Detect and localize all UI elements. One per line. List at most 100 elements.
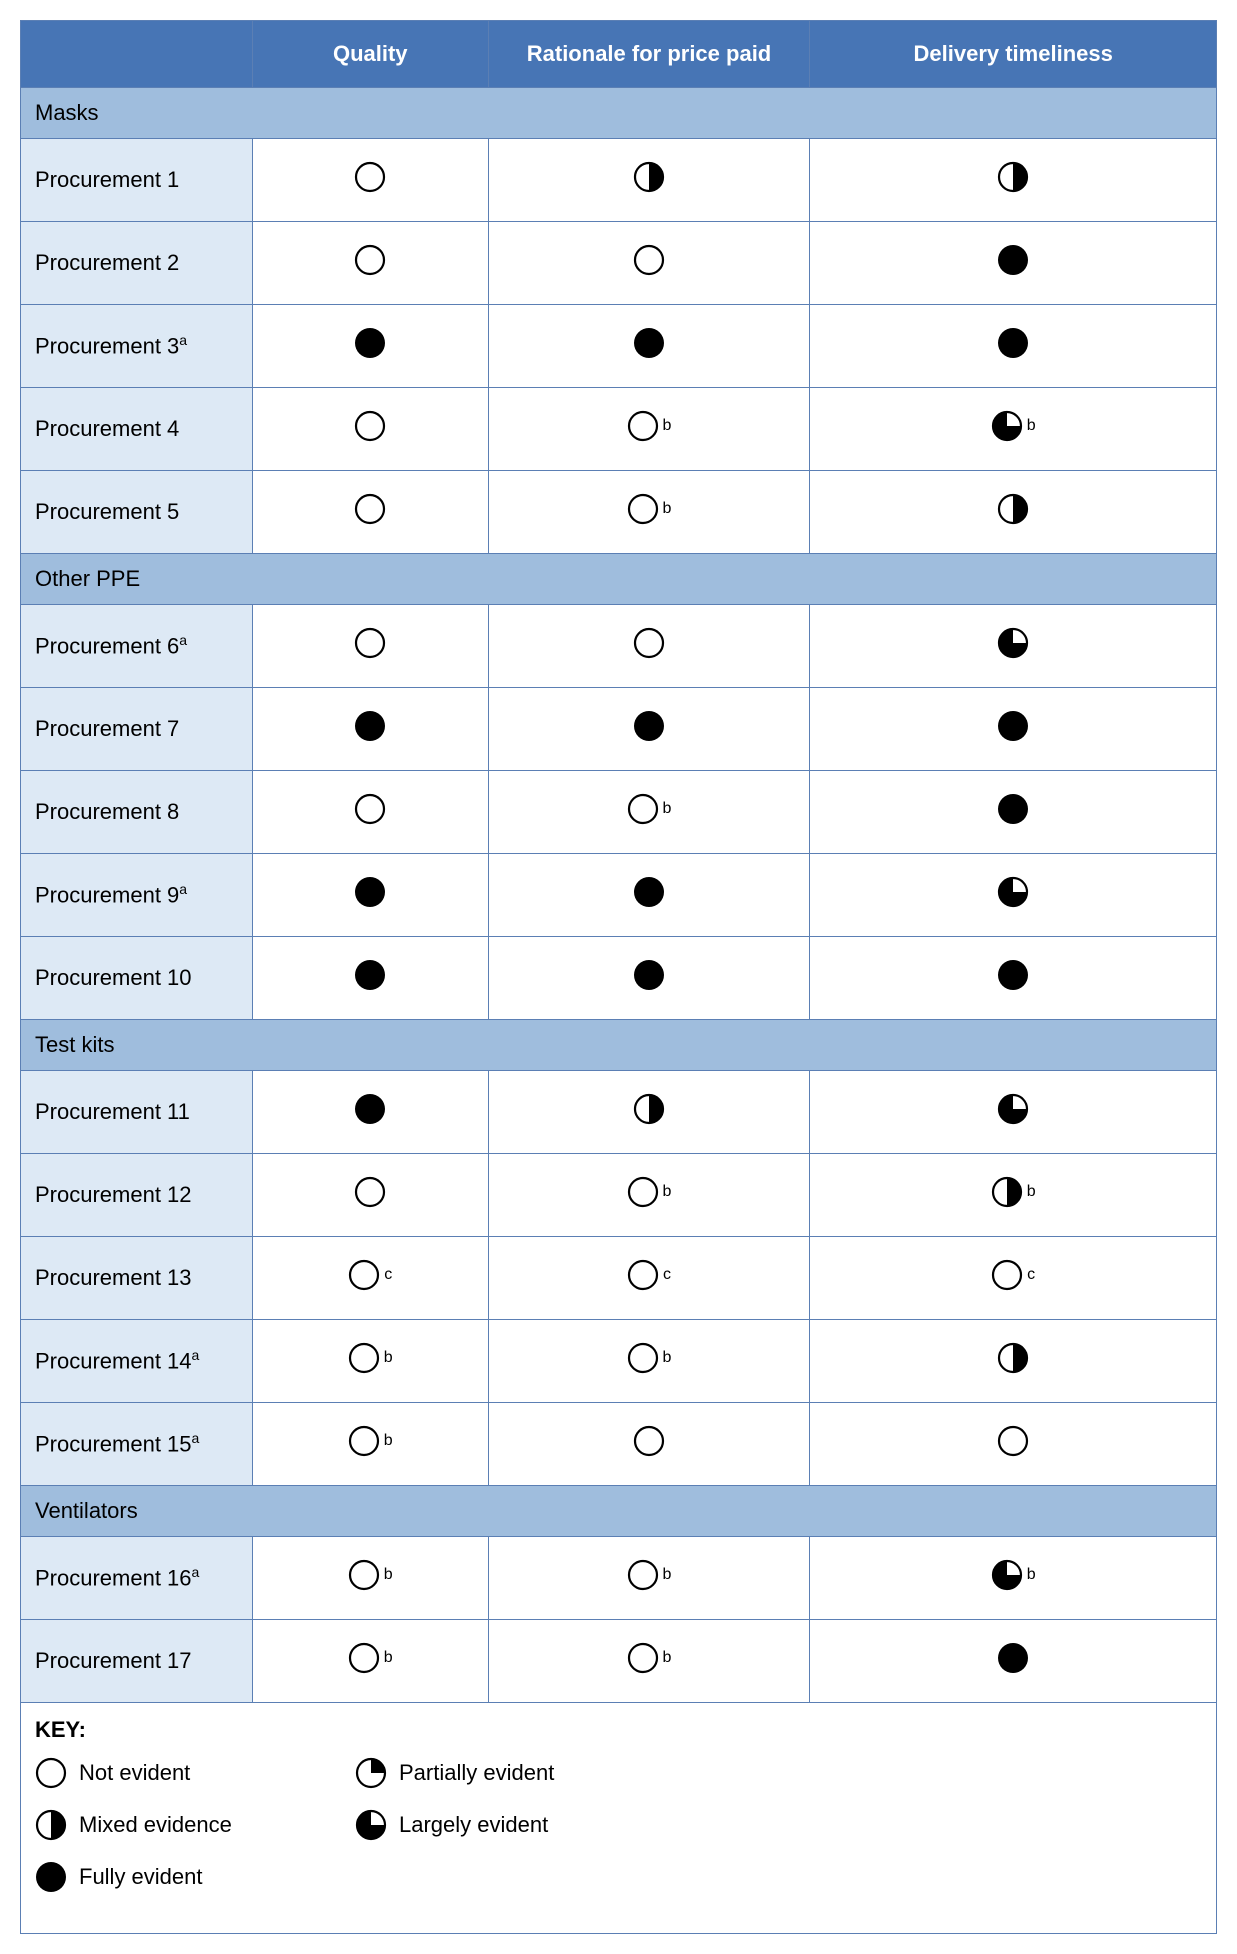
row-label: Procurement 4: [21, 388, 253, 471]
key-box: KEY: Not evident Partially evident Mixed…: [21, 1703, 1216, 1933]
cell-delivery: [810, 471, 1217, 554]
harvey-ball-not-icon: b: [348, 1642, 393, 1674]
cell-rationale: [488, 688, 810, 771]
harvey-ball-full-icon: [997, 793, 1029, 825]
row-superscript: a: [179, 332, 187, 348]
cell-delivery: [810, 1403, 1217, 1486]
row-superscript: a: [179, 881, 187, 897]
cell-quality: [252, 139, 488, 222]
harvey-ball-not-icon: [633, 627, 665, 659]
row-superscript: a: [192, 1347, 200, 1363]
row-label: Procurement 13: [21, 1237, 253, 1320]
harvey-ball-full-icon: [633, 327, 665, 359]
harvey-ball-not-icon: c: [627, 1259, 671, 1291]
cell-rationale: b: [488, 471, 810, 554]
cell-rationale: b: [488, 1154, 810, 1237]
table-row: Procurement 1: [21, 139, 1217, 222]
harvey-ball-not-icon: [354, 493, 386, 525]
key-item-mixed: Mixed evidence: [35, 1809, 255, 1841]
cell-quality: b: [252, 1537, 488, 1620]
harvey-ball-not-icon: b: [348, 1559, 393, 1591]
table-row: Procurement 17 b b: [21, 1620, 1217, 1703]
category-row: Masks: [21, 88, 1217, 139]
category-row: Test kits: [21, 1020, 1217, 1071]
harvey-ball-not-icon: [35, 1757, 67, 1789]
harvey-ball-full-icon: [354, 1093, 386, 1125]
row-label: Procurement 2: [21, 222, 253, 305]
cell-quality: [252, 305, 488, 388]
harvey-ball-full-icon: [997, 1642, 1029, 1674]
harvey-ball-mixed-icon: b: [991, 1176, 1036, 1208]
cell-quality: b: [252, 1620, 488, 1703]
cell-rationale: [488, 854, 810, 937]
harvey-ball-not-icon: [997, 1425, 1029, 1457]
harvey-ball-not-icon: b: [348, 1425, 393, 1457]
table-row: Procurement 16a b b b: [21, 1537, 1217, 1620]
table-row: Procurement 4 b b: [21, 388, 1217, 471]
harvey-ball-not-icon: [354, 161, 386, 193]
harvey-ball-not-icon: b: [627, 1642, 672, 1674]
cell-delivery: [810, 937, 1217, 1020]
cell-delivery: [810, 1071, 1217, 1154]
key-item-label: Largely evident: [399, 1812, 548, 1838]
table-row: Procurement 2: [21, 222, 1217, 305]
cell-quality: [252, 937, 488, 1020]
cell-delivery: b: [810, 388, 1217, 471]
cell-rationale: b: [488, 1620, 810, 1703]
table-row: Procurement 13 c c c: [21, 1237, 1217, 1320]
harvey-ball-full-icon: [997, 244, 1029, 276]
harvey-ball-mixed-icon: [997, 1342, 1029, 1374]
category-label: Ventilators: [21, 1486, 1217, 1537]
header-quality: Quality: [252, 21, 488, 88]
row-superscript: a: [192, 1564, 200, 1580]
row-label: Procurement 9a: [21, 854, 253, 937]
category-label: Masks: [21, 88, 1217, 139]
footnote-marker: b: [663, 1184, 672, 1200]
row-label: Procurement 7: [21, 688, 253, 771]
cell-rationale: [488, 1403, 810, 1486]
key-item-label: Fully evident: [79, 1864, 203, 1890]
table-row: Procurement 11: [21, 1071, 1217, 1154]
harvey-ball-full-icon: [997, 327, 1029, 359]
key-item-label: Mixed evidence: [79, 1812, 232, 1838]
key-item-partial: Partially evident: [355, 1757, 575, 1789]
key-row: Mixed evidence Largely evident: [35, 1809, 1202, 1841]
row-label: Procurement 14a: [21, 1320, 253, 1403]
cell-quality: b: [252, 1320, 488, 1403]
cell-quality: c: [252, 1237, 488, 1320]
cell-delivery: [810, 139, 1217, 222]
harvey-ball-large-icon: [355, 1809, 387, 1841]
harvey-ball-partial-icon: [355, 1757, 387, 1789]
harvey-ball-full-icon: [354, 327, 386, 359]
cell-delivery: b: [810, 1537, 1217, 1620]
cell-rationale: [488, 139, 810, 222]
cell-delivery: [810, 1620, 1217, 1703]
cell-delivery: [810, 1320, 1217, 1403]
cell-delivery: c: [810, 1237, 1217, 1320]
row-label: Procurement 11: [21, 1071, 253, 1154]
row-label: Procurement 8: [21, 771, 253, 854]
footnote-marker: b: [663, 1650, 672, 1666]
harvey-ball-not-icon: b: [627, 1176, 672, 1208]
footnote-marker: b: [663, 501, 672, 517]
cell-delivery: [810, 854, 1217, 937]
footnote-marker: b: [663, 1567, 672, 1583]
harvey-ball-large-icon: [997, 627, 1029, 659]
harvey-ball-not-icon: [633, 1425, 665, 1457]
key-title: KEY:: [35, 1717, 1202, 1743]
cell-delivery: [810, 305, 1217, 388]
key-item-label: Not evident: [79, 1760, 190, 1786]
footnote-marker: b: [384, 1350, 393, 1366]
footnote-marker: b: [1027, 1567, 1036, 1583]
harvey-ball-not-icon: [354, 410, 386, 442]
harvey-ball-not-icon: b: [627, 493, 672, 525]
cell-delivery: [810, 605, 1217, 688]
header-blank: [21, 21, 253, 88]
cell-quality: [252, 1071, 488, 1154]
harvey-ball-full-icon: [633, 876, 665, 908]
cell-quality: [252, 605, 488, 688]
harvey-ball-not-icon: [354, 244, 386, 276]
table-row: Procurement 3a: [21, 305, 1217, 388]
footnote-marker: b: [1027, 1184, 1036, 1200]
key-item-label: Partially evident: [399, 1760, 554, 1786]
